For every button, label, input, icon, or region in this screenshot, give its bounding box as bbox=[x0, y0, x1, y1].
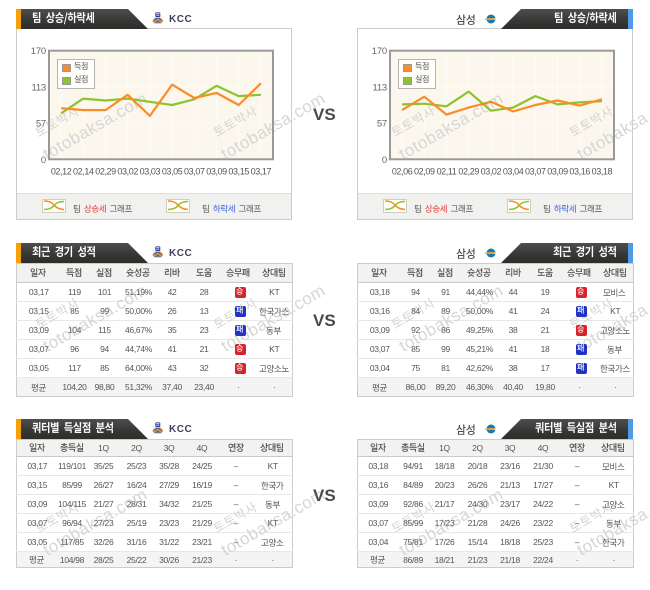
svg-text:113: 113 bbox=[372, 82, 387, 93]
svg-text:03,09: 03,09 bbox=[547, 167, 568, 177]
svg-text:03,17: 03,17 bbox=[251, 167, 272, 177]
svg-text:170: 170 bbox=[372, 46, 387, 57]
svg-text:03,02: 03,02 bbox=[117, 167, 138, 177]
svg-text:03,02: 03,02 bbox=[481, 167, 502, 177]
svg-text:02,29: 02,29 bbox=[95, 167, 116, 177]
svg-text:57: 57 bbox=[36, 119, 46, 130]
svg-text:113: 113 bbox=[31, 82, 46, 93]
svg-text:0: 0 bbox=[41, 155, 46, 166]
svg-text:0: 0 bbox=[382, 155, 387, 166]
svg-text:03,07: 03,07 bbox=[184, 167, 205, 177]
svg-text:02,11: 02,11 bbox=[437, 167, 457, 177]
svg-text:02,29: 02,29 bbox=[458, 167, 479, 177]
svg-text:03,04: 03,04 bbox=[503, 167, 524, 177]
svg-text:03,15: 03,15 bbox=[228, 167, 249, 177]
svg-text:03,09: 03,09 bbox=[206, 167, 227, 177]
svg-text:03,16: 03,16 bbox=[569, 167, 590, 177]
svg-text:02,06: 02,06 bbox=[392, 167, 413, 177]
svg-text:02,12: 02,12 bbox=[51, 167, 72, 177]
svg-text:03,18: 03,18 bbox=[592, 167, 613, 177]
svg-text:02,09: 02,09 bbox=[414, 167, 435, 177]
svg-text:02,14: 02,14 bbox=[73, 167, 94, 177]
svg-text:03,07: 03,07 bbox=[525, 167, 546, 177]
svg-text:170: 170 bbox=[31, 46, 46, 57]
svg-text:03,05: 03,05 bbox=[162, 167, 183, 177]
svg-text:03,03: 03,03 bbox=[140, 167, 161, 177]
svg-text:57: 57 bbox=[377, 119, 387, 130]
